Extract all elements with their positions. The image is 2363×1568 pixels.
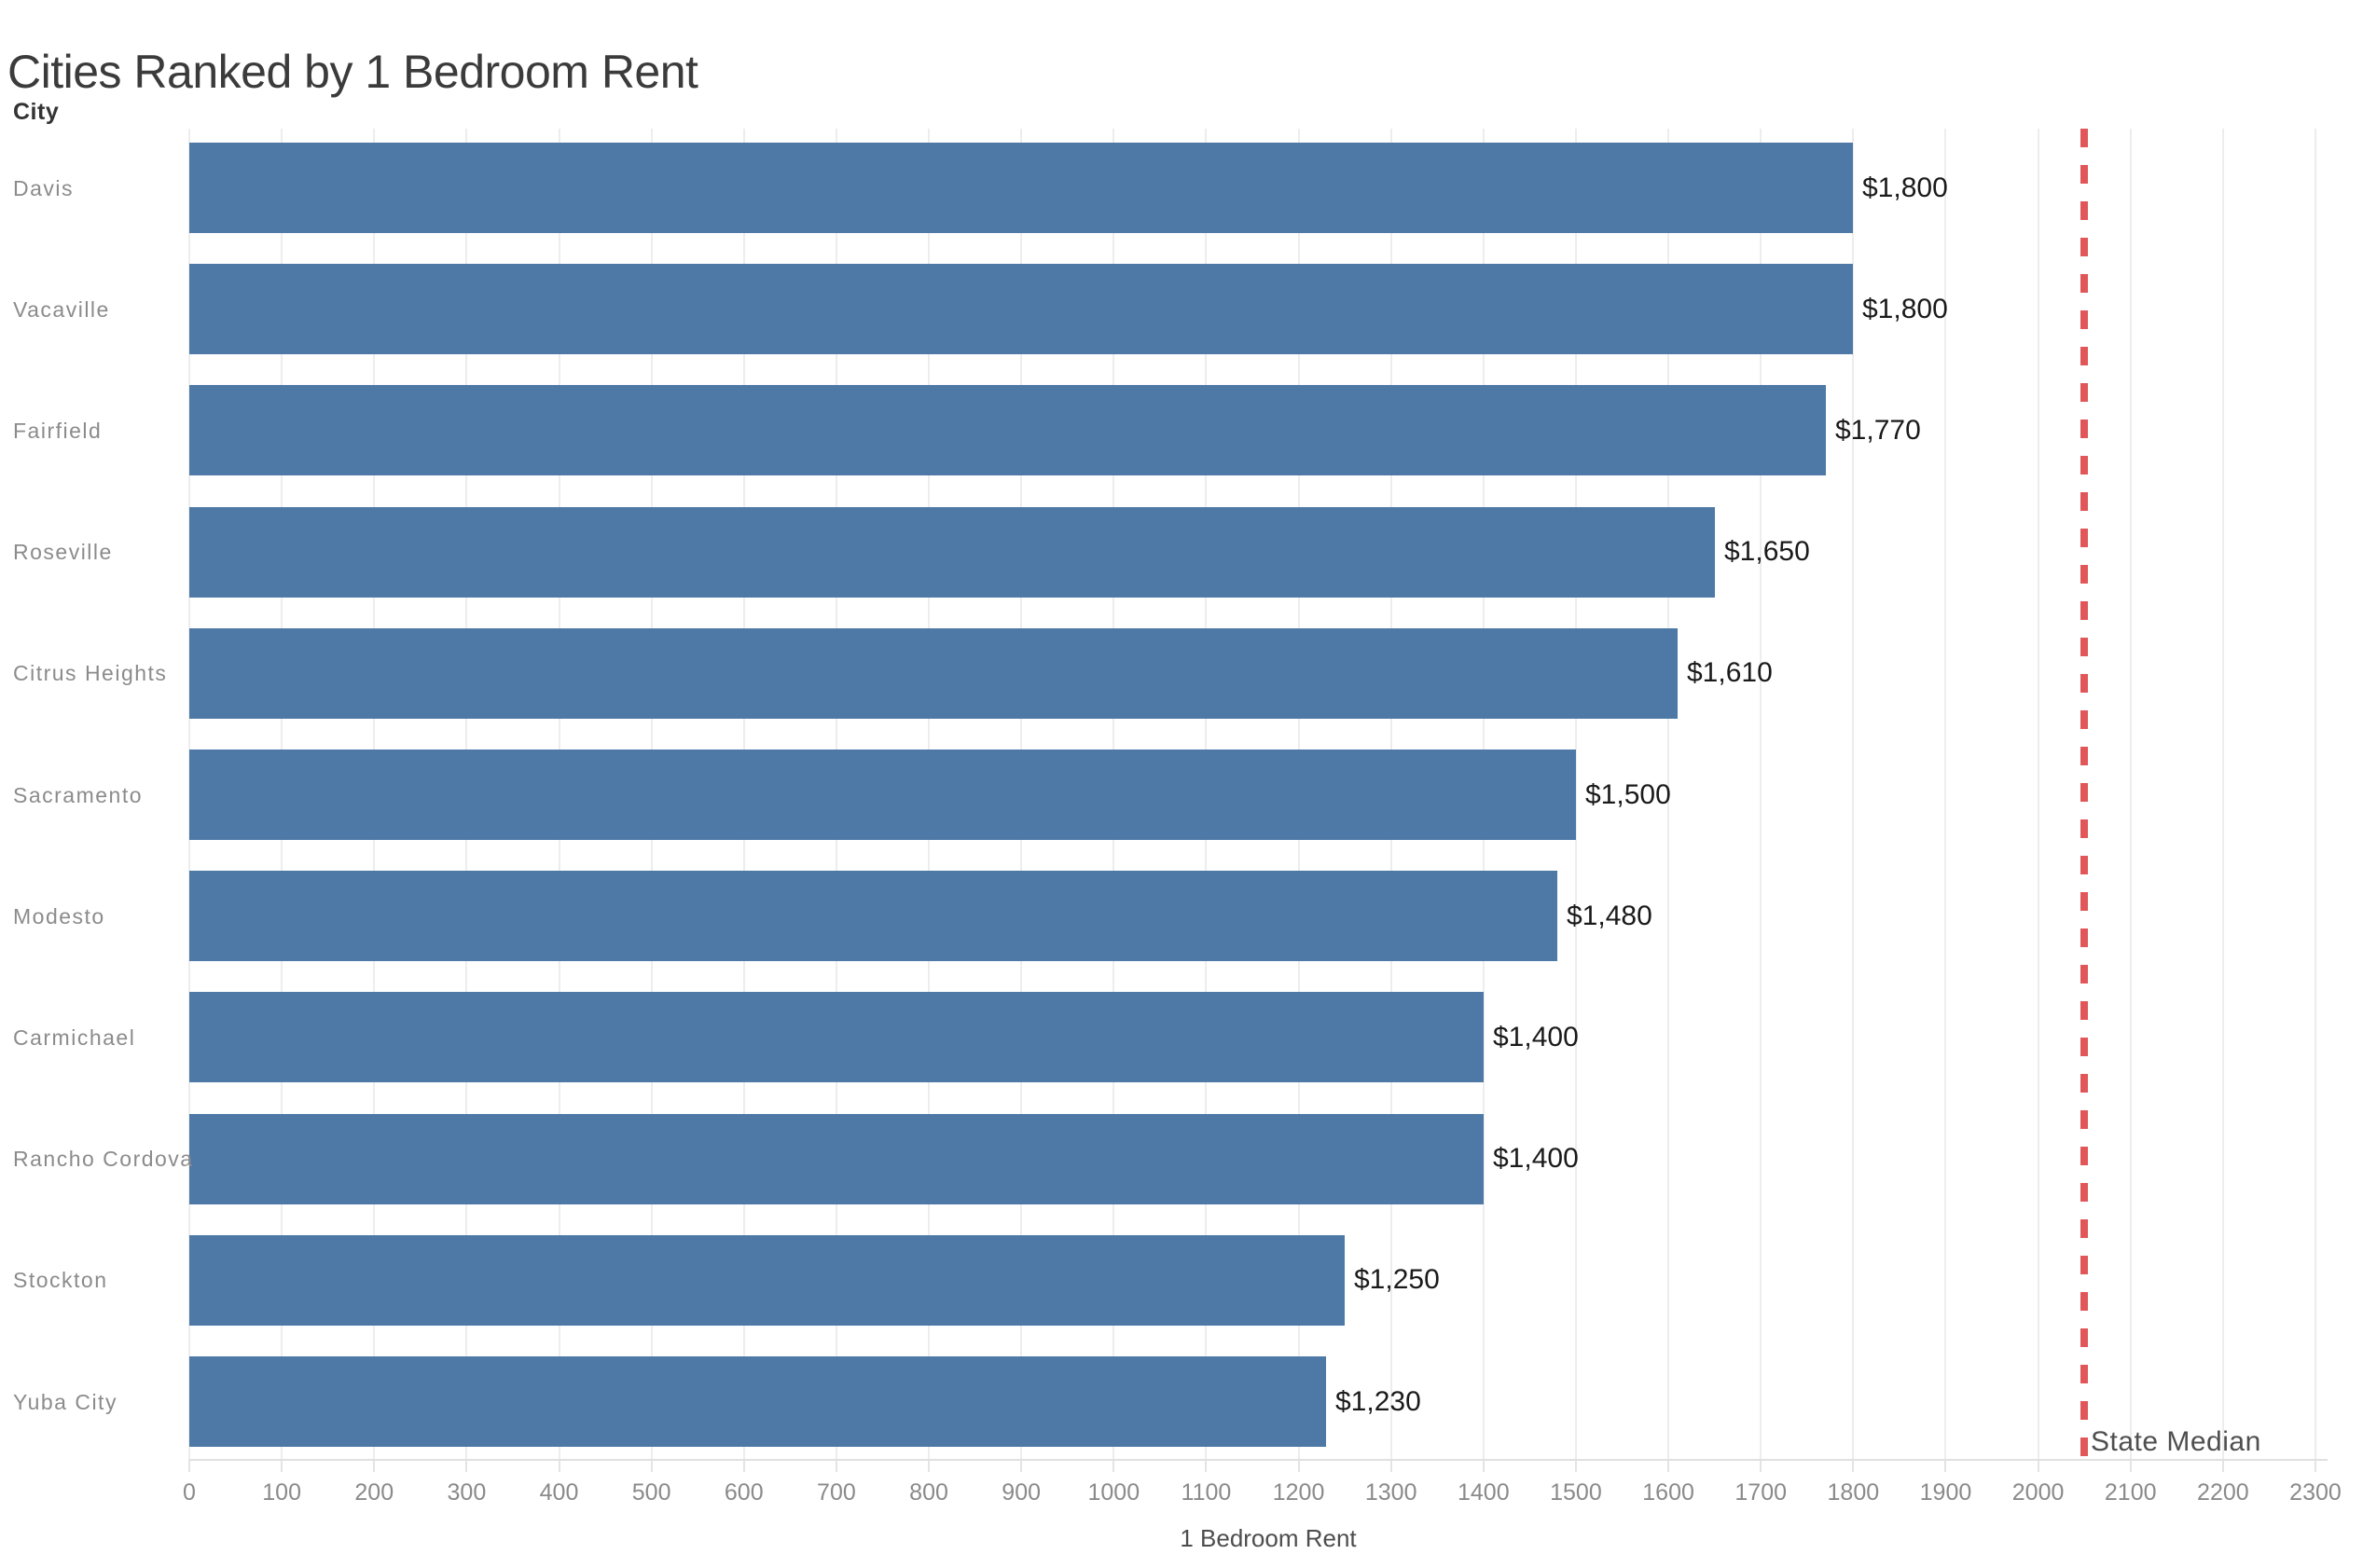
axis-tick-mark [2037,1459,2039,1472]
y-axis-category-label: Yuba City [13,1390,117,1414]
bar-stockton[interactable] [189,1235,1345,1326]
gridline [1944,129,1947,1459]
x-tick-label: 0 [183,1479,196,1506]
axis-tick-mark [1205,1459,1208,1472]
reference-line-label: State Median [2091,1426,2261,1457]
x-tick-label: 400 [539,1479,579,1506]
chart-title: Cities Ranked by 1 Bedroom Rent [7,45,698,98]
x-tick-label: 1400 [1458,1479,1510,1506]
bar-modesto[interactable] [189,871,1557,961]
axis-tick-mark [1574,1459,1577,1472]
bar-citrus-heights[interactable] [189,628,1678,719]
axis-tick-mark [1944,1459,1947,1472]
x-axis-title: 1 Bedroom Rent [1180,1524,1357,1552]
axis-tick-mark [1482,1459,1485,1472]
bar-davis[interactable] [189,143,1853,233]
axis-tick-mark [928,1459,931,1472]
x-tick-label: 300 [447,1479,487,1506]
x-tick-label: 1700 [1734,1479,1788,1506]
axis-tick-mark [1297,1459,1300,1472]
y-axis-category-label: Sacramento [13,783,144,807]
axis-tick-mark [1020,1459,1023,1472]
bar-value-label: $1,500 [1585,779,1671,810]
axis-tick-mark [558,1459,560,1472]
y-axis-category-label: Roseville [13,540,113,564]
y-axis-category-label: Rancho Cordova [13,1147,194,1171]
y-axis-category-label: Fairfield [13,419,103,443]
gridline [2037,129,2039,1459]
axis-tick-mark [373,1459,376,1472]
x-tick-label: 2300 [2289,1479,2342,1506]
axis-tick-mark [2314,1459,2316,1472]
axis-tick-mark [2221,1459,2224,1472]
bar-value-label: $1,400 [1493,1022,1579,1052]
axis-tick-mark [281,1459,283,1472]
bar-value-label: $1,480 [1567,901,1652,931]
x-tick-label: 1600 [1642,1479,1694,1506]
x-tick-label: 1000 [1087,1479,1140,1506]
axis-tick-mark [650,1459,653,1472]
gridline [1852,129,1855,1459]
bar-vacaville[interactable] [189,264,1853,354]
x-tick-label: 700 [817,1479,856,1506]
x-tick-label: 2100 [2104,1479,2157,1506]
axis-tick-mark [2129,1459,2132,1472]
bar-value-label: $1,400 [1493,1143,1579,1174]
bar-yuba-city[interactable] [189,1356,1326,1447]
axis-tick-mark [742,1459,745,1472]
axis-tick-mark [1667,1459,1670,1472]
gridline [2221,129,2224,1459]
x-tick-label: 1200 [1272,1479,1325,1506]
bar-value-label: $1,800 [1862,172,1948,203]
y-axis-category-label: Modesto [13,904,105,928]
axis-tick-mark [465,1459,468,1472]
x-axis-line [189,1459,2328,1461]
x-tick-label: 1800 [1827,1479,1880,1506]
bar-sacramento[interactable] [189,750,1576,840]
bar-value-label: $1,800 [1862,294,1948,324]
x-tick-label: 2200 [2197,1479,2249,1506]
x-tick-label: 500 [631,1479,671,1506]
gridline [2129,129,2132,1459]
bar-value-label: $1,230 [1335,1386,1421,1417]
bar-value-label: $1,250 [1354,1264,1440,1295]
x-tick-label: 600 [724,1479,764,1506]
gridline [1667,129,1670,1459]
bar-value-label: $1,650 [1724,536,1810,567]
bar-rancho-cordova[interactable] [189,1114,1484,1204]
row-header-city: City [13,99,60,125]
gridline [1760,129,1762,1459]
x-tick-label: 1900 [1919,1479,1972,1506]
bar-fairfield[interactable] [189,385,1826,475]
x-tick-label: 800 [909,1479,948,1506]
y-axis-category-label: Citrus Heights [13,661,168,685]
axis-tick-mark [1760,1459,1762,1472]
x-tick-label: 900 [1002,1479,1042,1506]
y-axis-category-label: Davis [13,176,75,200]
x-tick-label: 2000 [2011,1479,2065,1506]
y-axis-category-label: Stockton [13,1268,108,1292]
reference-line [2080,129,2088,1459]
x-tick-label: 1100 [1181,1479,1232,1506]
y-axis-category-label: Carmichael [13,1025,136,1050]
axis-tick-mark [1112,1459,1115,1472]
bar-roseville[interactable] [189,507,1715,598]
axis-tick-mark [835,1459,837,1472]
x-tick-label: 100 [262,1479,301,1506]
x-tick-label: 200 [354,1479,394,1506]
axis-tick-mark [188,1459,190,1472]
bar-value-label: $1,770 [1835,415,1921,446]
x-tick-label: 1300 [1364,1479,1417,1506]
gridline [2314,129,2316,1459]
axis-tick-mark [1852,1459,1855,1472]
bar-value-label: $1,610 [1687,657,1773,688]
bar-carmichael[interactable] [189,992,1484,1082]
x-tick-label: 1500 [1550,1479,1602,1506]
axis-tick-mark [1389,1459,1392,1472]
y-axis-category-label: Vacaville [13,297,110,322]
